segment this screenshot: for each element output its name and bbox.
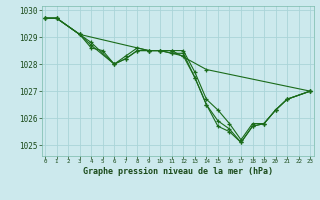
X-axis label: Graphe pression niveau de la mer (hPa): Graphe pression niveau de la mer (hPa): [83, 167, 273, 176]
